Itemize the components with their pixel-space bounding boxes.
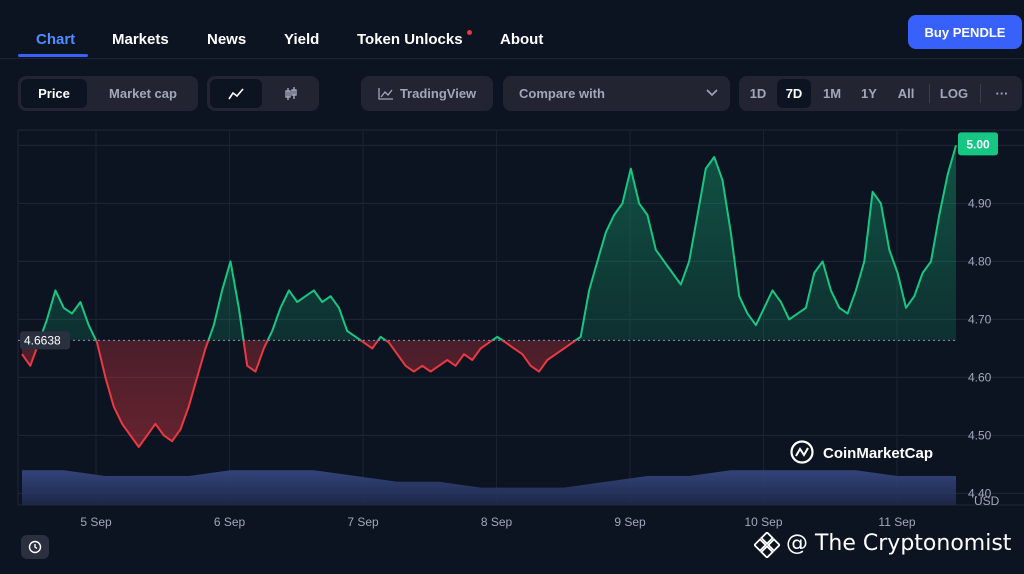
cmc-logo-icon [790, 440, 814, 464]
y-tick-label: 4.50 [968, 428, 992, 442]
price-area-below-baseline [22, 340, 956, 447]
price-line-down [21, 340, 578, 448]
x-tick-label: 7 Sep [347, 515, 379, 529]
tab-chart[interactable]: Chart [36, 31, 76, 48]
x-tick-label: 9 Sep [614, 515, 646, 529]
log-divider [980, 84, 981, 103]
top-navigation: Chart Markets News Yield Token Unlocks A… [0, 0, 1024, 58]
range-1d[interactable]: 1D [749, 86, 767, 101]
tab-news[interactable]: News [207, 31, 247, 48]
candlestick-icon [285, 86, 297, 100]
compare-placeholder: Compare with [519, 86, 605, 101]
trend-line-icon [378, 87, 393, 100]
line-chart-button[interactable] [210, 79, 262, 108]
volume-layer [22, 470, 956, 505]
label-layer: 4.6638 5.00 [20, 132, 998, 350]
log-scale-button[interactable]: LOG [939, 86, 969, 101]
coinmarketcap-logo: CoinMarketCap [790, 440, 933, 464]
buy-pendle-button[interactable]: Buy PENDLE [908, 15, 1022, 49]
market-cap-button[interactable]: Market cap [109, 86, 177, 101]
tradingview-button-wrap: TradingView [361, 76, 493, 111]
notification-dot [467, 30, 472, 35]
y-tick-label: 4.60 [968, 370, 992, 384]
x-tick-label: 8 Sep [481, 515, 513, 529]
tradingview-button[interactable]: TradingView [364, 79, 490, 108]
x-tick-label: 11 Sep [878, 515, 915, 529]
y-tick-label: 4.40 [968, 486, 992, 500]
current-price-label-bg [958, 132, 998, 156]
more-options-button[interactable]: ··· [995, 86, 1009, 101]
compare-dropdown[interactable]: Compare with [503, 76, 730, 111]
x-tick-label: 10 Sep [744, 515, 782, 529]
range-divider [929, 84, 930, 103]
active-tab-indicator [18, 54, 88, 57]
history-button[interactable] [21, 535, 49, 559]
volume-area [22, 470, 956, 505]
line-layer [18, 145, 957, 448]
chevron-down-icon [706, 89, 718, 97]
baseline-label-bg [20, 331, 70, 350]
baseline-label: 4.6638 [24, 333, 61, 347]
range-all[interactable]: All [897, 86, 915, 101]
nav-divider [0, 58, 1024, 59]
tab-token-unlocks[interactable]: Token Unlocks [357, 31, 463, 48]
candlestick-button[interactable] [265, 79, 317, 108]
tab-about[interactable]: About [500, 31, 544, 48]
chart-style-toggle [207, 76, 319, 111]
binance-square-icon [754, 532, 780, 558]
y-unit-label: USD [974, 494, 1000, 508]
x-tick-label: 5 Sep [80, 515, 112, 529]
cmc-logo-mark [795, 447, 809, 457]
price-marketcap-toggle: Price Market cap [18, 76, 198, 111]
x-tick-label: 6 Sep [214, 515, 246, 529]
y-tick-label: 4.70 [968, 312, 992, 326]
tab-yield[interactable]: Yield [284, 31, 320, 48]
range-1m[interactable]: 1M [822, 86, 842, 101]
price-area-above-baseline [39, 145, 956, 341]
current-price-label: 5.00 [966, 137, 990, 151]
range-7d[interactable]: 7D [777, 79, 811, 108]
line-chart-icon [228, 87, 244, 99]
source-watermark: @ The Cryptonomist [786, 531, 1012, 556]
tab-markets[interactable]: Markets [112, 31, 169, 48]
range-1y[interactable]: 1Y [861, 86, 877, 101]
price-line-up [38, 145, 957, 341]
cmc-logo-text: CoinMarketCap [823, 445, 933, 462]
y-tick-label: 4.80 [968, 254, 992, 268]
y-tick-label: 4.90 [968, 196, 992, 210]
time-range-selector: 1D 7D 1M 1Y All LOG ··· [739, 76, 1022, 111]
price-button[interactable]: Price [21, 79, 87, 108]
history-icon [28, 540, 42, 554]
tradingview-label: TradingView [399, 86, 477, 101]
fill-layer [22, 145, 956, 447]
